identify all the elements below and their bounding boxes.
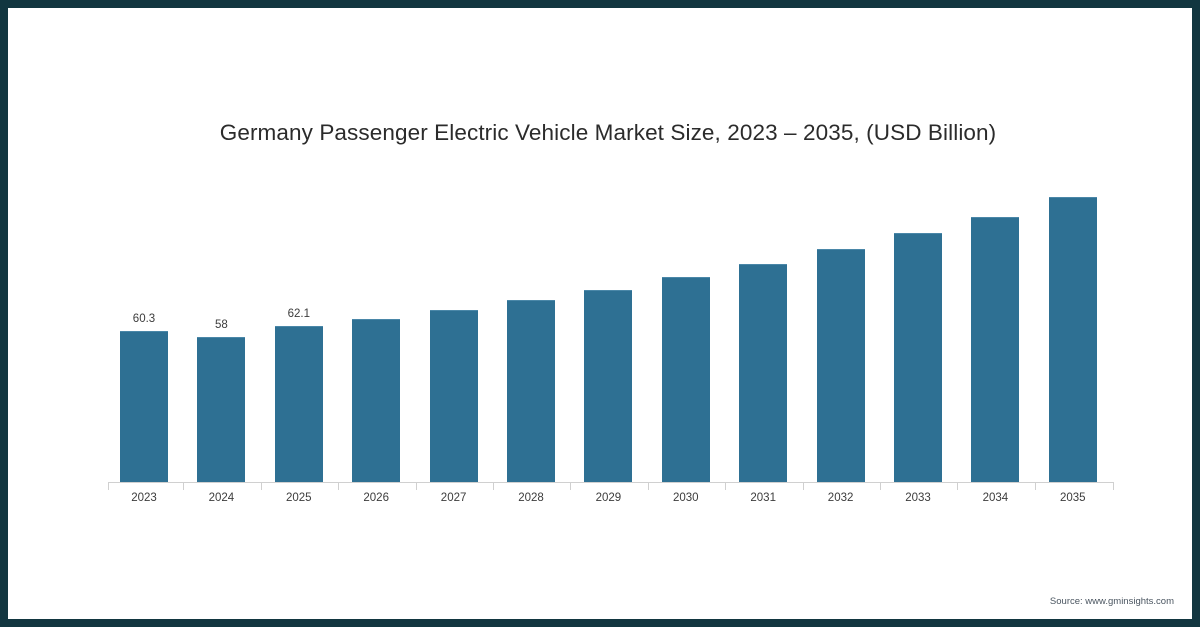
x-axis-tick-label: 2030: [673, 492, 699, 504]
bar[interactable]: [274, 326, 323, 483]
x-axis-tick-label: 2029: [595, 492, 622, 504]
x-axis-tick-label: 2025: [286, 492, 312, 504]
x-axis-tick-label: 2035: [1060, 492, 1086, 504]
bar[interactable]: [1048, 197, 1097, 483]
x-axis-ticks: [108, 483, 1114, 490]
axis-tick: [802, 483, 804, 490]
x-axis-tick-label: 2032: [827, 492, 854, 504]
bar[interactable]: [507, 299, 555, 483]
axis-tick: [108, 483, 109, 490]
x-axis-tick-label: 2034: [982, 492, 1009, 504]
x-axis-tick-label: 2027: [440, 492, 467, 504]
axis-tick: [260, 483, 262, 490]
axis-tick: [493, 483, 494, 490]
axis-tick: [957, 483, 959, 490]
x-axis-line: [108, 482, 1114, 483]
x-axis-labels: 2023 2024 2025 2026 2027 2028 2029 2030 2031 2032…: [108, 492, 1114, 512]
bar[interactable]: [584, 289, 633, 483]
axis-tick: [570, 483, 572, 490]
bar-value-label: 60.3: [132, 313, 156, 325]
bar-series: 60.3 58 62.1: [108, 178, 1114, 483]
bar[interactable]: [197, 336, 246, 483]
page-title: Germany Passenger Electric Vehicle Marke…: [219, 120, 997, 145]
x-axis-tick-label: 2023: [131, 492, 157, 504]
axis-tick: [647, 483, 649, 490]
source-attribution: Source: www.gminsights.com: [1049, 596, 1174, 607]
axis-tick: [338, 483, 340, 490]
axis-tick: [880, 483, 881, 490]
axis-tick: [183, 483, 185, 490]
x-axis-tick-label: 2026: [363, 492, 389, 504]
bar[interactable]: [971, 217, 1020, 483]
bar[interactable]: [352, 319, 401, 483]
axis-tick: [1113, 483, 1114, 490]
x-axis-tick-label: 2033: [905, 492, 931, 504]
x-axis-tick-label: 2028: [518, 492, 544, 504]
x-axis-tick-label: 2031: [750, 492, 776, 504]
axis-tick: [415, 483, 417, 490]
bar[interactable]: [739, 263, 788, 483]
axis-tick: [725, 483, 727, 490]
bar[interactable]: [816, 248, 865, 483]
plot-area: 60.3 58 62.1: [108, 178, 1114, 490]
bar-value-label: 62.1: [287, 308, 310, 321]
axis-tick: [1034, 483, 1036, 490]
x-axis-tick-label: 2024: [208, 492, 235, 504]
bar[interactable]: [429, 309, 478, 483]
bar[interactable]: [120, 331, 168, 483]
bar[interactable]: [661, 277, 710, 483]
bar-value-label: 58: [214, 318, 228, 331]
bar[interactable]: [894, 233, 942, 483]
